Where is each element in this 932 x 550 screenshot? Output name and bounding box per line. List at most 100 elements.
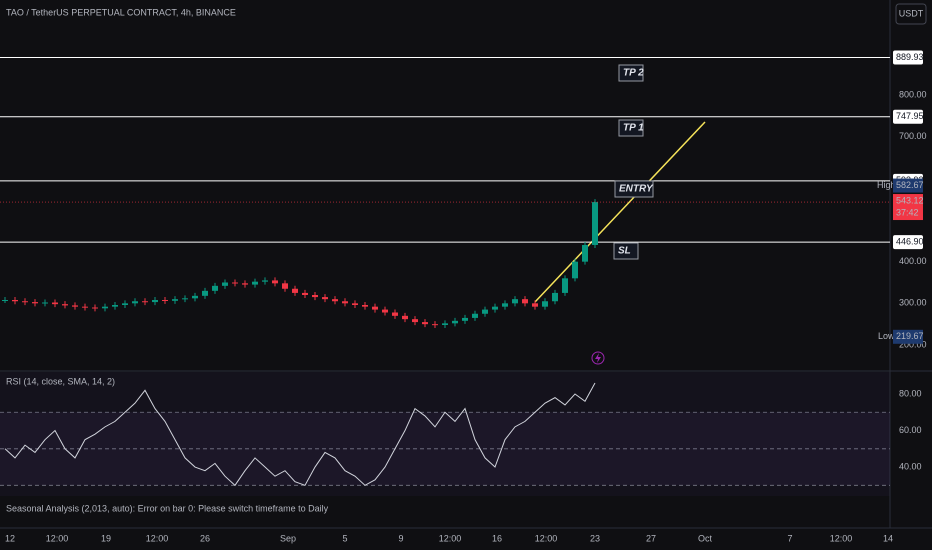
candle (542, 301, 548, 307)
rsi-pane (0, 372, 890, 496)
candle (402, 315, 408, 320)
candle (582, 245, 588, 262)
candle (392, 312, 398, 316)
time-label: 5 (342, 533, 347, 543)
candle (322, 297, 328, 300)
level-label-box (893, 235, 923, 250)
candle (142, 301, 148, 303)
level-label-box (893, 50, 923, 65)
candle (42, 302, 48, 304)
candle (492, 306, 498, 310)
annotation: TP 1 (623, 123, 644, 134)
candle (112, 305, 118, 307)
event-icon-bolt (595, 353, 601, 363)
level-label: 446.90 (896, 237, 924, 247)
time-label: 12:00 (46, 533, 69, 543)
time-label: 16 (492, 533, 502, 543)
candle (242, 283, 248, 285)
annotation-box (618, 119, 644, 137)
price-tick-label: 200.00 (899, 339, 927, 349)
last-label: 543.12 (896, 195, 924, 205)
candle (62, 304, 68, 306)
candle (2, 300, 8, 301)
candle (572, 261, 578, 279)
candle (92, 307, 98, 309)
low-name: Low (878, 331, 895, 341)
time-label: Sep (280, 533, 296, 543)
candle (502, 303, 508, 307)
candle (172, 299, 178, 301)
rsi-title: RSI (14, close, SMA, 14, 2) (6, 376, 115, 386)
candle (552, 292, 558, 302)
currency-button-label[interactable]: USDT (899, 8, 924, 18)
time-label: 7 (787, 533, 792, 543)
level-label: 889.93 (896, 52, 924, 62)
chart-title: TAO / TetherUS PERPETUAL CONTRACT, 4h, B… (6, 7, 236, 17)
trend-line (534, 121, 706, 303)
level-label-box (893, 109, 923, 124)
candle (72, 305, 78, 307)
candle (422, 322, 428, 325)
event-icon (591, 351, 605, 365)
annotation-box (618, 64, 644, 82)
annotation-box (614, 180, 654, 198)
candle (122, 303, 128, 305)
candle (32, 302, 38, 304)
candle (382, 309, 388, 313)
annotation: ENTRY (619, 184, 654, 195)
low-box (893, 329, 923, 344)
candle (152, 300, 158, 303)
candle (472, 313, 478, 318)
candle (442, 323, 448, 325)
indicator-note: Seasonal Analysis (2,013, auto): Error o… (6, 503, 329, 513)
candle (292, 288, 298, 293)
candle (162, 300, 168, 301)
rsi-band-fill (0, 412, 890, 486)
candle (302, 292, 308, 295)
candle (202, 290, 208, 296)
candle (452, 320, 458, 324)
time-label: 12:00 (146, 533, 169, 543)
time-label: 9 (398, 533, 403, 543)
price-tick-label: 300.00 (899, 298, 927, 308)
time-label: 12 (5, 533, 15, 543)
candle (102, 306, 108, 309)
candle (362, 305, 368, 307)
annotation: SL (618, 246, 631, 257)
rsi-tick-label: 60.00 (899, 425, 922, 435)
candle (512, 299, 518, 304)
price-tick-label: 400.00 (899, 256, 927, 266)
candle (282, 283, 288, 289)
candle (562, 278, 568, 293)
candle (592, 202, 598, 245)
time-label: 19 (101, 533, 111, 543)
candle (482, 309, 488, 314)
candle (222, 282, 228, 286)
candle (232, 282, 238, 284)
candle (212, 285, 218, 291)
rsi-line (4, 382, 596, 487)
candle (532, 303, 538, 307)
candle (252, 281, 258, 285)
price-tick-label: 700.00 (899, 131, 927, 141)
currency-button[interactable] (895, 3, 927, 25)
candle (82, 306, 88, 308)
high-label: 582.67 (896, 180, 924, 190)
time-label: 12:00 (439, 533, 462, 543)
time-label: 23 (590, 533, 600, 543)
time-label: 12:00 (830, 533, 853, 543)
rsi-tick-label: 80.00 (899, 388, 922, 398)
time-label: 14 (883, 533, 893, 543)
candle (22, 301, 28, 303)
annotation: TP 2 (623, 68, 644, 79)
level-label: 747.95 (896, 111, 924, 121)
low-label: 219.67 (896, 331, 924, 341)
time-label: 12:00 (535, 533, 558, 543)
candle (412, 319, 418, 323)
candle (132, 301, 138, 304)
candle (462, 317, 468, 321)
candle (192, 295, 198, 299)
candle (432, 324, 438, 326)
